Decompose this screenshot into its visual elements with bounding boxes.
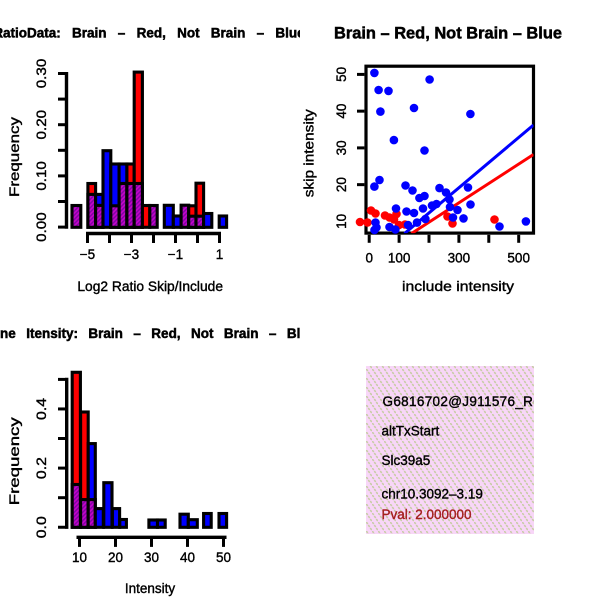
svg-text:Pval: 2.000000: Pval: 2.000000	[382, 507, 472, 522]
svg-text:Slc39a5: Slc39a5	[382, 453, 431, 468]
svg-text:50: 50	[216, 550, 231, 565]
svg-text:−5: −5	[80, 247, 95, 262]
svg-text:40: 40	[180, 550, 195, 565]
svg-text:500: 500	[507, 251, 530, 266]
svg-text:10: 10	[334, 214, 349, 229]
svg-text:0.00: 0.00	[34, 212, 49, 242]
svg-text:30: 30	[144, 550, 159, 565]
svg-text:50: 50	[334, 67, 349, 82]
svg-text:0.30: 0.30	[34, 59, 49, 89]
svg-text:Frequency: Frequency	[7, 417, 22, 505]
svg-text:0.20: 0.20	[34, 110, 49, 140]
svg-text:Frequency: Frequency	[7, 117, 22, 197]
svg-text:chr10.3092–3.19: chr10.3092–3.19	[382, 487, 483, 502]
svg-text:G6816702@J911576_RC: G6816702@J911576_RC	[383, 394, 544, 409]
svg-text:ne Itensity: Brain – Red, Not: ne Itensity: Brain – Red, Not Brain – Bl…	[0, 326, 317, 341]
svg-text:20: 20	[108, 550, 123, 565]
svg-text:Brain – Red, Not Brain – Blue: Brain – Red, Not Brain – Blue	[334, 25, 562, 43]
svg-text:include intensity: include intensity	[402, 279, 514, 294]
svg-text:skip intensity: skip intensity	[302, 109, 317, 197]
svg-text:100: 100	[388, 251, 411, 266]
svg-text:RatioData: Brain – Red, Not Br: RatioData: Brain – Red, Not Brain – Blue	[0, 26, 305, 41]
svg-text:10: 10	[72, 550, 87, 565]
svg-text:Intensity: Intensity	[125, 581, 176, 596]
svg-text:0.4: 0.4	[34, 397, 49, 420]
svg-text:30: 30	[334, 140, 349, 155]
svg-text:0.10: 0.10	[34, 161, 49, 191]
svg-text:Log2 Ratio Skip/Include: Log2 Ratio Skip/Include	[77, 279, 223, 294]
svg-text:altTxStart: altTxStart	[382, 424, 440, 439]
svg-text:1: 1	[216, 247, 224, 262]
svg-text:−3: −3	[124, 247, 139, 262]
svg-text:0: 0	[365, 251, 373, 266]
svg-text:−1: −1	[168, 247, 183, 262]
svg-text:20: 20	[334, 177, 349, 192]
svg-text:300: 300	[448, 251, 471, 266]
svg-text:40: 40	[334, 104, 349, 119]
svg-text:0.0: 0.0	[34, 516, 49, 538]
svg-text:0.2: 0.2	[34, 457, 49, 479]
